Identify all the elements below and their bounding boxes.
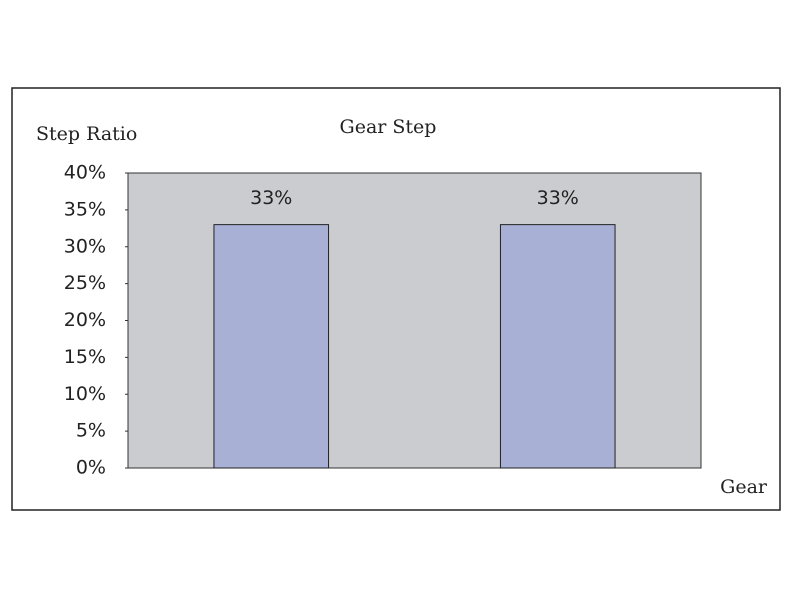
y-axis-label: Step Ratio <box>36 123 137 145</box>
y-tick-label: 30% <box>64 235 106 257</box>
bar <box>213 224 330 469</box>
bar <box>499 224 616 469</box>
data-label: 33% <box>537 187 579 209</box>
y-tick-label: 0% <box>76 457 106 479</box>
y-tick-label: 20% <box>64 309 106 331</box>
y-tick-label: 15% <box>64 346 106 368</box>
y-tick-label: 40% <box>64 162 106 184</box>
y-tick-label: 5% <box>76 420 106 442</box>
data-label: 33% <box>250 187 292 209</box>
y-tick-label: 10% <box>64 383 106 405</box>
y-tick-label: 35% <box>64 198 106 220</box>
y-tick-label: 25% <box>64 272 106 294</box>
x-axis-label: Gear <box>720 476 768 498</box>
chart-title: Gear Step <box>340 116 437 138</box>
